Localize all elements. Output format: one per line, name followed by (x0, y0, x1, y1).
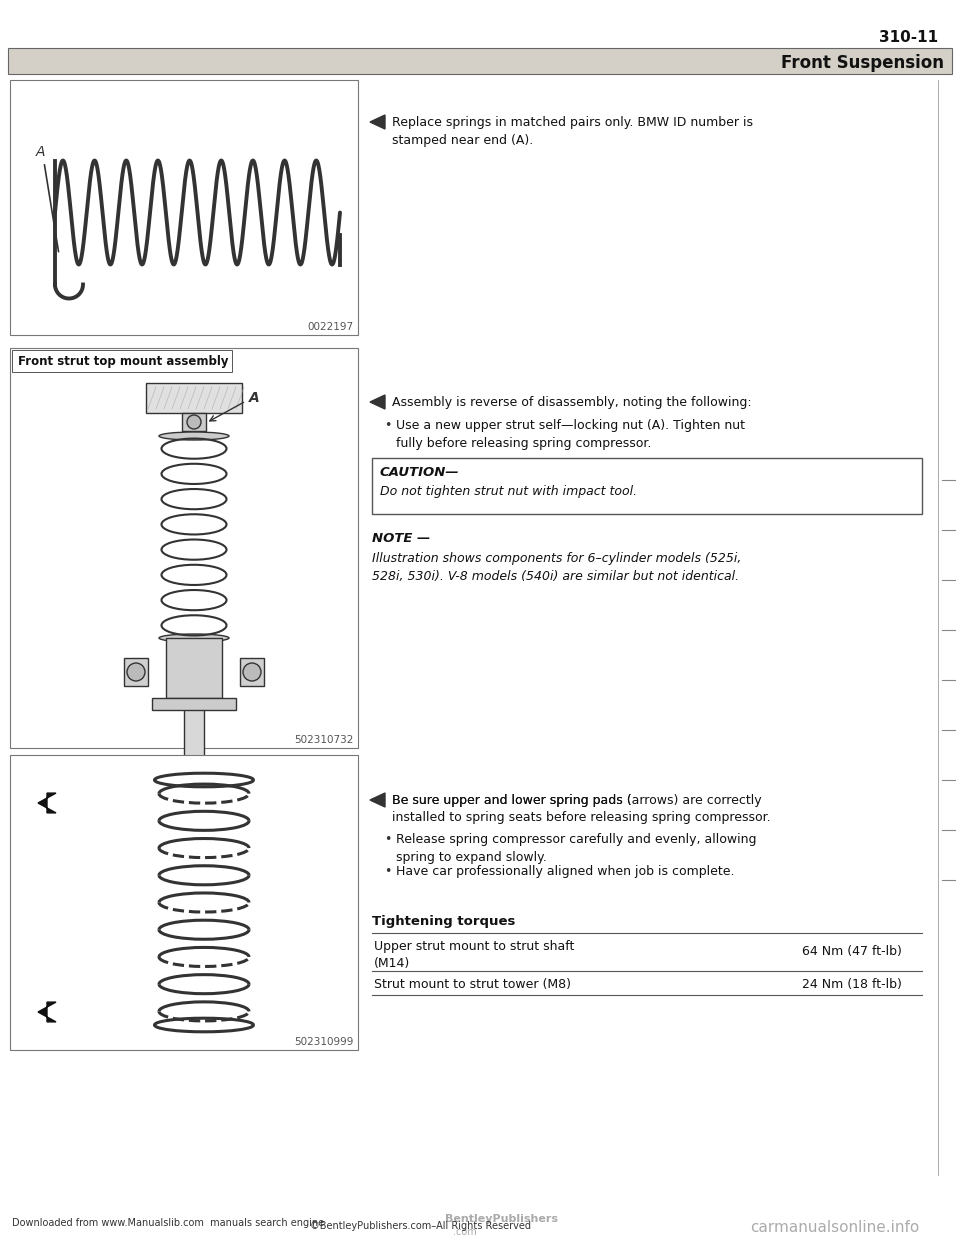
Text: stamped near end (A).: stamped near end (A). (392, 134, 533, 147)
Text: BentleyPublishers: BentleyPublishers (445, 1213, 558, 1225)
Text: Front Suspension: Front Suspension (781, 53, 944, 72)
Text: CAUTION—: CAUTION— (380, 466, 460, 479)
Text: Replace springs in matched pairs only. BMW ID number is: Replace springs in matched pairs only. B… (392, 116, 753, 129)
Text: 24 Nm (18 ft-lb): 24 Nm (18 ft-lb) (802, 977, 901, 991)
Bar (12, 350, 232, 373)
Bar (146, 383, 242, 414)
Text: Tightening torques: Tightening torques (372, 915, 516, 928)
Text: installed to spring seats before releasing spring compressor.: installed to spring seats before releasi… (392, 811, 771, 823)
Text: Illustration shows components for 6–cylinder models (525i,
528i, 530i). V-8 mode: Illustration shows components for 6–cyli… (372, 551, 741, 582)
Text: •: • (384, 833, 392, 846)
Text: 502310999: 502310999 (295, 1037, 354, 1047)
Text: Have car professionally aligned when job is complete.: Have car professionally aligned when job… (396, 864, 734, 878)
Text: Be sure upper and lower spring pads (: Be sure upper and lower spring pads ( (392, 794, 632, 807)
Polygon shape (38, 1002, 56, 1022)
Text: ©BentleyPublishers.com–All Rights Reserved: ©BentleyPublishers.com–All Rights Reserv… (310, 1221, 531, 1231)
Text: .com: .com (453, 1227, 477, 1237)
Text: (M14): (M14) (374, 958, 410, 970)
Text: Release spring compressor carefully and evenly, allowing
spring to expand slowly: Release spring compressor carefully and … (396, 833, 756, 864)
Bar (184, 668, 204, 905)
Polygon shape (38, 794, 56, 814)
Bar (182, 414, 206, 431)
Text: A: A (249, 391, 260, 405)
Text: Downloaded from www.Manualslib.com  manuals search engine: Downloaded from www.Manualslib.com manua… (12, 1218, 324, 1228)
Text: Be sure upper and lower spring pads (​arrows​) are correctly: Be sure upper and lower spring pads (​ar… (392, 794, 761, 807)
Text: Be sure upper and lower spring pads (: Be sure upper and lower spring pads ( (392, 794, 632, 807)
Text: Strut mount to strut tower (M8): Strut mount to strut tower (M8) (374, 977, 571, 991)
Bar (240, 658, 264, 686)
Bar (152, 698, 236, 710)
Text: Front strut top mount assembly: Front strut top mount assembly (18, 354, 228, 368)
Text: •: • (384, 864, 392, 878)
Bar (10, 79, 358, 335)
Text: 0022197: 0022197 (308, 322, 354, 332)
Text: 310-11: 310-11 (878, 30, 938, 45)
Text: carmanualsonline.info: carmanualsonline.info (750, 1220, 920, 1235)
Polygon shape (370, 116, 385, 129)
Text: •: • (384, 419, 392, 432)
Text: Use a new upper strut self—locking nut (A). Tighten nut
fully before releasing s: Use a new upper strut self—locking nut (… (396, 419, 745, 450)
Bar (8, 48, 952, 75)
Circle shape (187, 415, 201, 428)
Text: Assembly is reverse of disassembly, noting the following:: Assembly is reverse of disassembly, noti… (392, 396, 752, 409)
Circle shape (127, 663, 145, 681)
Text: Do not tighten strut nut with impact tool.: Do not tighten strut nut with impact too… (380, 484, 637, 498)
Polygon shape (370, 792, 385, 807)
Polygon shape (370, 395, 385, 409)
Bar (10, 348, 358, 748)
Ellipse shape (159, 432, 229, 440)
Bar (10, 755, 358, 1049)
Text: NOTE —: NOTE — (372, 532, 430, 545)
Text: 64 Nm (47 ft-lb): 64 Nm (47 ft-lb) (802, 945, 901, 958)
Text: A: A (36, 145, 45, 159)
Text: Upper strut mount to strut shaft: Upper strut mount to strut shaft (374, 940, 574, 953)
Text: 502310732: 502310732 (295, 735, 354, 745)
Bar (166, 638, 222, 698)
Circle shape (243, 663, 261, 681)
Bar (124, 658, 148, 686)
Ellipse shape (159, 633, 229, 642)
Bar (372, 458, 922, 514)
